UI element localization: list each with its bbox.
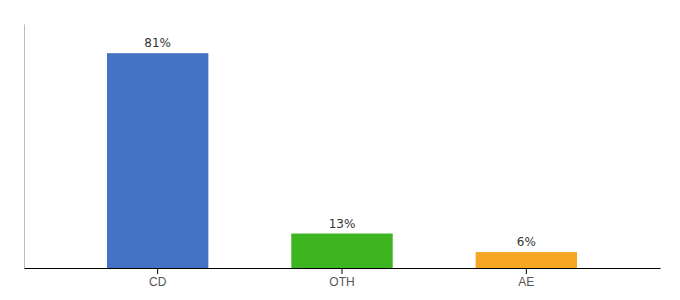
data-labels: 81% 13% 6% — [144, 36, 536, 249]
x-axis: CD OTH AE — [25, 268, 661, 289]
x-tick-label: AE — [518, 275, 534, 289]
chart-svg: CD OTH AE 81% 13% 6% — [0, 0, 680, 300]
bar — [476, 252, 577, 268]
y-axis — [24, 25, 25, 269]
plot: CD OTH AE 81% 13% 6% — [25, 25, 661, 289]
chart-container: CD OTH AE 81% 13% 6% — [0, 0, 680, 300]
bar — [107, 53, 208, 268]
data-label: 13% — [329, 217, 356, 231]
bars — [107, 53, 577, 268]
data-label: 6% — [517, 235, 536, 249]
x-tick-label: OTH — [329, 275, 354, 289]
data-label: 81% — [144, 36, 171, 50]
x-tick: CD — [149, 268, 167, 289]
y-axis-line — [24, 25, 25, 269]
x-tick: AE — [518, 268, 534, 289]
x-tick-mark — [342, 268, 343, 274]
x-tick: OTH — [329, 268, 354, 289]
x-tick-label: CD — [149, 275, 167, 289]
bar — [291, 234, 392, 268]
x-tick-mark — [526, 268, 527, 274]
x-tick-mark — [157, 268, 158, 274]
